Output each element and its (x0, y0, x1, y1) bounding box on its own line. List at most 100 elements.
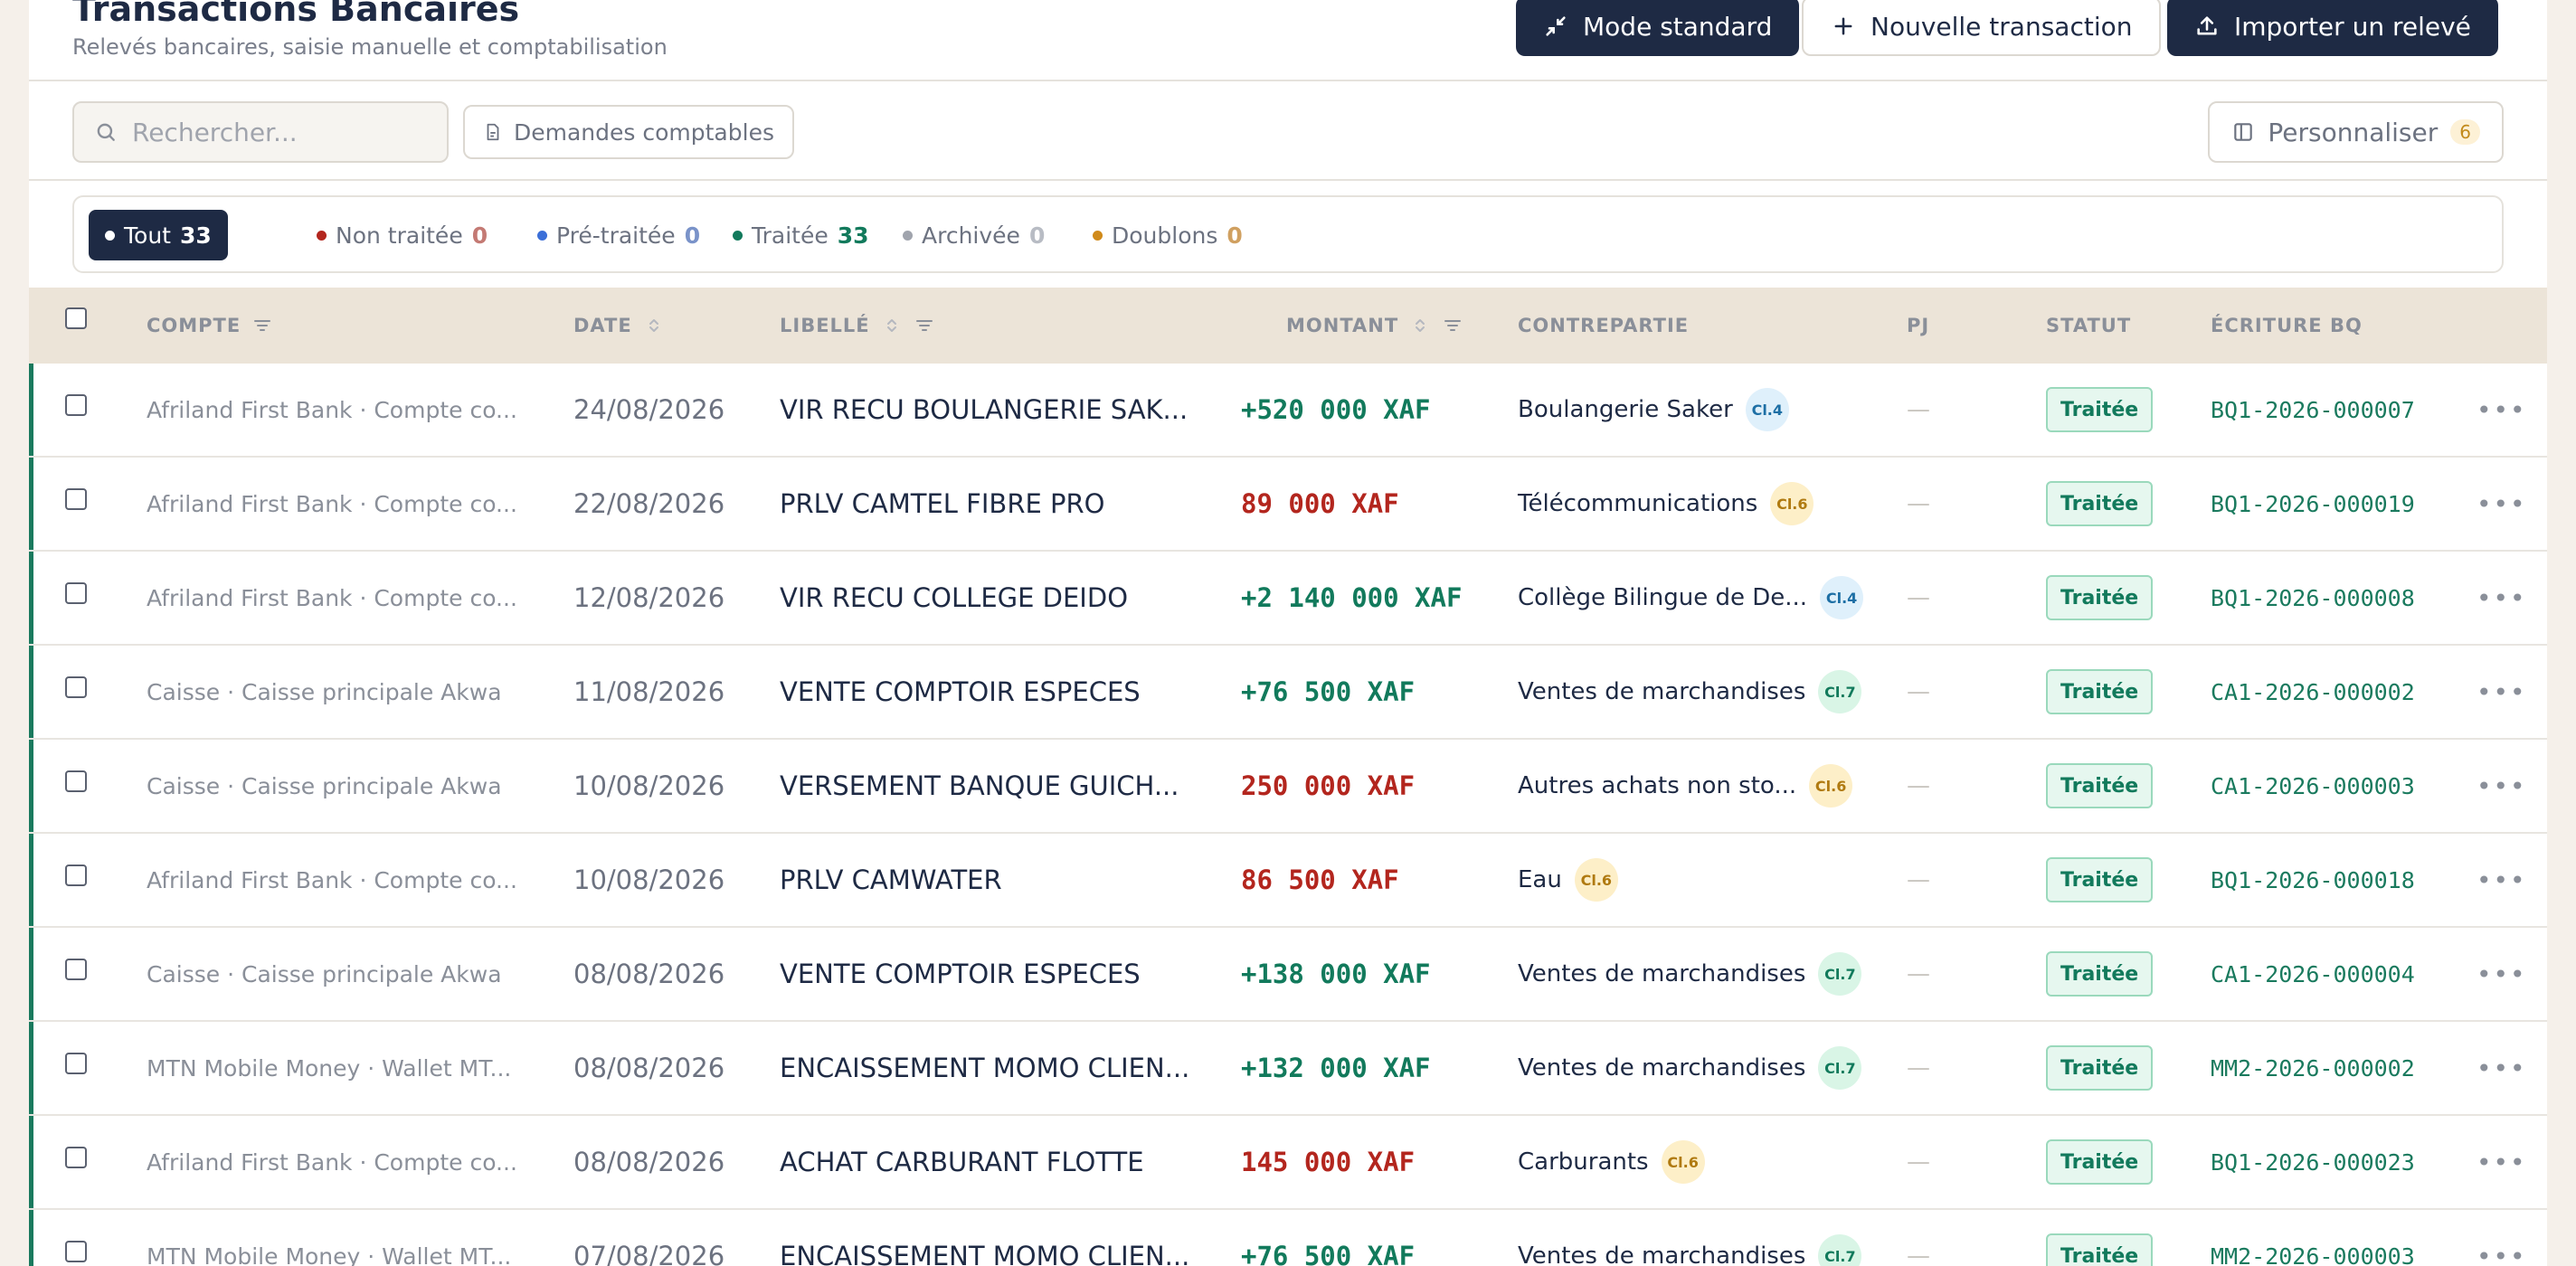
column-label: DATE (573, 315, 632, 336)
account-cell: Caisse · Caisse principale Akwa (147, 772, 502, 799)
column-header-compte[interactable]: COMPTE (147, 288, 273, 364)
more-options-icon[interactable]: ••• (2477, 864, 2527, 895)
search-box[interactable] (72, 101, 449, 163)
account-class-badge: Cl.7 (1818, 952, 1862, 996)
journal-entry-link[interactable]: BQ1-2026-000018 (2211, 866, 2415, 893)
counterpart-cell[interactable]: Télécommunications Cl.6 (1518, 458, 1814, 550)
sort-icon[interactable] (1409, 315, 1431, 336)
select-all-checkbox[interactable] (65, 307, 87, 329)
row-checkbox[interactable] (65, 676, 87, 698)
journal-entry-link[interactable]: BQ1-2026-000023 (2211, 1148, 2415, 1176)
filter-traitee[interactable]: Traitée 33 (716, 210, 886, 260)
filter-non-traitee[interactable]: Non traitée 0 (300, 210, 504, 260)
counterpart-cell[interactable]: Boulangerie Saker Cl.4 (1518, 364, 1789, 456)
attachment-cell: — (1907, 396, 1930, 423)
status-cell: Traitée (2046, 552, 2154, 644)
journal-entry-link[interactable]: BQ1-2026-000007 (2211, 396, 2415, 423)
more-options-icon[interactable]: ••• (2477, 488, 2527, 519)
mode-standard-button[interactable]: Mode standard (1516, 0, 1800, 56)
more-options-icon[interactable]: ••• (2477, 394, 2527, 425)
status-cell: Traitée (2046, 1022, 2154, 1114)
more-options-icon[interactable]: ••• (2477, 1241, 2527, 1266)
status-accent-bar (29, 1116, 33, 1208)
table-row[interactable]: MTN Mobile Money · Wallet MT... 07/08/202… (29, 1210, 2547, 1266)
filter-icon[interactable] (914, 315, 935, 336)
filter-archivee[interactable]: Archivée 0 (886, 210, 1061, 260)
sort-icon[interactable] (881, 315, 903, 336)
more-options-icon[interactable]: ••• (2477, 770, 2527, 801)
counterpart-cell[interactable]: Ventes de marchandises Cl.7 (1518, 1210, 1862, 1266)
new-transaction-label: Nouvelle transaction (1870, 11, 2133, 42)
more-options-icon[interactable]: ••• (2477, 959, 2527, 989)
sort-icon[interactable] (643, 315, 665, 336)
plus-icon (1834, 17, 1852, 35)
demandes-comptables-button[interactable]: Demandes comptables (463, 105, 794, 159)
table-row[interactable]: Caisse · Caisse principale Akwa 11/08/202… (29, 646, 2547, 740)
more-options-icon[interactable]: ••• (2477, 1147, 2527, 1177)
search-icon (97, 123, 115, 141)
row-checkbox[interactable] (65, 1241, 87, 1262)
status-cell: Traitée (2046, 1116, 2154, 1208)
counterpart-cell[interactable]: Carburants Cl.6 (1518, 1116, 1705, 1208)
demandes-comptables-label: Demandes comptables (514, 118, 774, 146)
counterpart-cell[interactable]: Ventes de marchandises Cl.7 (1518, 646, 1862, 738)
column-header-montant[interactable]: MONTANT (1286, 288, 1463, 364)
table-row[interactable]: Caisse · Caisse principale Akwa 08/08/202… (29, 928, 2547, 1022)
table-row[interactable]: Afriland First Bank · Compte co... 22/08/… (29, 458, 2547, 552)
status-badge: Traitée (2046, 1233, 2154, 1266)
row-checkbox[interactable] (65, 1147, 87, 1168)
table-row[interactable]: Caisse · Caisse principale Akwa 10/08/202… (29, 740, 2547, 834)
row-checkbox[interactable] (65, 1053, 87, 1074)
more-options-icon[interactable]: ••• (2477, 1053, 2527, 1083)
journal-entry-link[interactable]: BQ1-2026-000008 (2211, 584, 2415, 611)
column-header-pj[interactable]: PJ (1907, 288, 1929, 364)
table-row[interactable]: MTN Mobile Money · Wallet MT... 08/08/202… (29, 1022, 2547, 1116)
filter-doublons[interactable]: Doublons 0 (1076, 210, 1259, 260)
column-header-ecriture[interactable]: ÉCRITURE BQ (2211, 288, 2363, 364)
column-header-libelle[interactable]: LIBELLÉ (780, 288, 935, 364)
filter-icon[interactable] (1442, 315, 1463, 336)
import-statement-button[interactable]: Importer un relevé (2167, 0, 2498, 56)
table-row[interactable]: Afriland First Bank · Compte co... 10/08/… (29, 834, 2547, 928)
table-row[interactable]: Afriland First Bank · Compte co... 24/08/… (29, 364, 2547, 458)
journal-entry-link[interactable]: MM2-2026-000002 (2211, 1054, 2415, 1082)
counterpart-label: Ventes de marchandises (1518, 678, 1806, 705)
table-row[interactable]: Afriland First Bank · Compte co... 08/08/… (29, 1116, 2547, 1210)
counterpart-cell[interactable]: Eau Cl.6 (1518, 834, 1618, 926)
column-label: PJ (1907, 315, 1930, 336)
search-input[interactable] (132, 117, 421, 147)
attachment-cell: — (1907, 678, 1930, 705)
row-checkbox[interactable] (65, 959, 87, 980)
row-checkbox[interactable] (65, 394, 87, 416)
customize-columns-button[interactable]: Personnaliser 6 (2208, 101, 2504, 163)
more-options-icon[interactable]: ••• (2477, 582, 2527, 613)
counterpart-cell[interactable]: Ventes de marchandises Cl.7 (1518, 1022, 1862, 1114)
filter-tout[interactable]: Tout 33 (89, 210, 228, 260)
counterpart-cell[interactable]: Ventes de marchandises Cl.7 (1518, 928, 1862, 1020)
journal-entry-link[interactable]: MM2-2026-000003 (2211, 1242, 2415, 1266)
account-class-badge: Cl.6 (1661, 1140, 1705, 1184)
filter-icon[interactable] (251, 315, 273, 336)
counterpart-cell[interactable]: Collège Bilingue de De... Cl.4 (1518, 552, 1864, 644)
row-checkbox[interactable] (65, 864, 87, 886)
status-dot-icon (733, 230, 743, 241)
row-checkbox[interactable] (65, 488, 87, 510)
new-transaction-button[interactable]: Nouvelle transaction (1802, 0, 2162, 56)
journal-entry-link[interactable]: BQ1-2026-000019 (2211, 490, 2415, 517)
account-cell: Afriland First Bank · Compte co... (147, 866, 517, 893)
journal-entry-link[interactable]: CA1-2026-000002 (2211, 678, 2415, 705)
amount-cell: 86 500 XAF (1241, 864, 1399, 895)
more-options-icon[interactable]: ••• (2477, 676, 2527, 707)
column-header-date[interactable]: DATE (573, 288, 665, 364)
table-row[interactable]: Afriland First Bank · Compte co... 12/08/… (29, 552, 2547, 646)
row-checkbox[interactable] (65, 770, 87, 792)
status-accent-bar (29, 834, 33, 926)
counterpart-cell[interactable]: Autres achats non sto... Cl.6 (1518, 740, 1853, 832)
column-header-statut[interactable]: STATUT (2046, 288, 2131, 364)
journal-entry-link[interactable]: CA1-2026-000003 (2211, 772, 2415, 799)
column-header-contrepartie[interactable]: CONTREPARTIE (1518, 288, 1689, 364)
journal-entry-link[interactable]: CA1-2026-000004 (2211, 960, 2415, 987)
filter-pre-traitee[interactable]: Pré-traitée 0 (521, 210, 716, 260)
counterpart-label: Carburants (1518, 1148, 1649, 1176)
row-checkbox[interactable] (65, 582, 87, 604)
